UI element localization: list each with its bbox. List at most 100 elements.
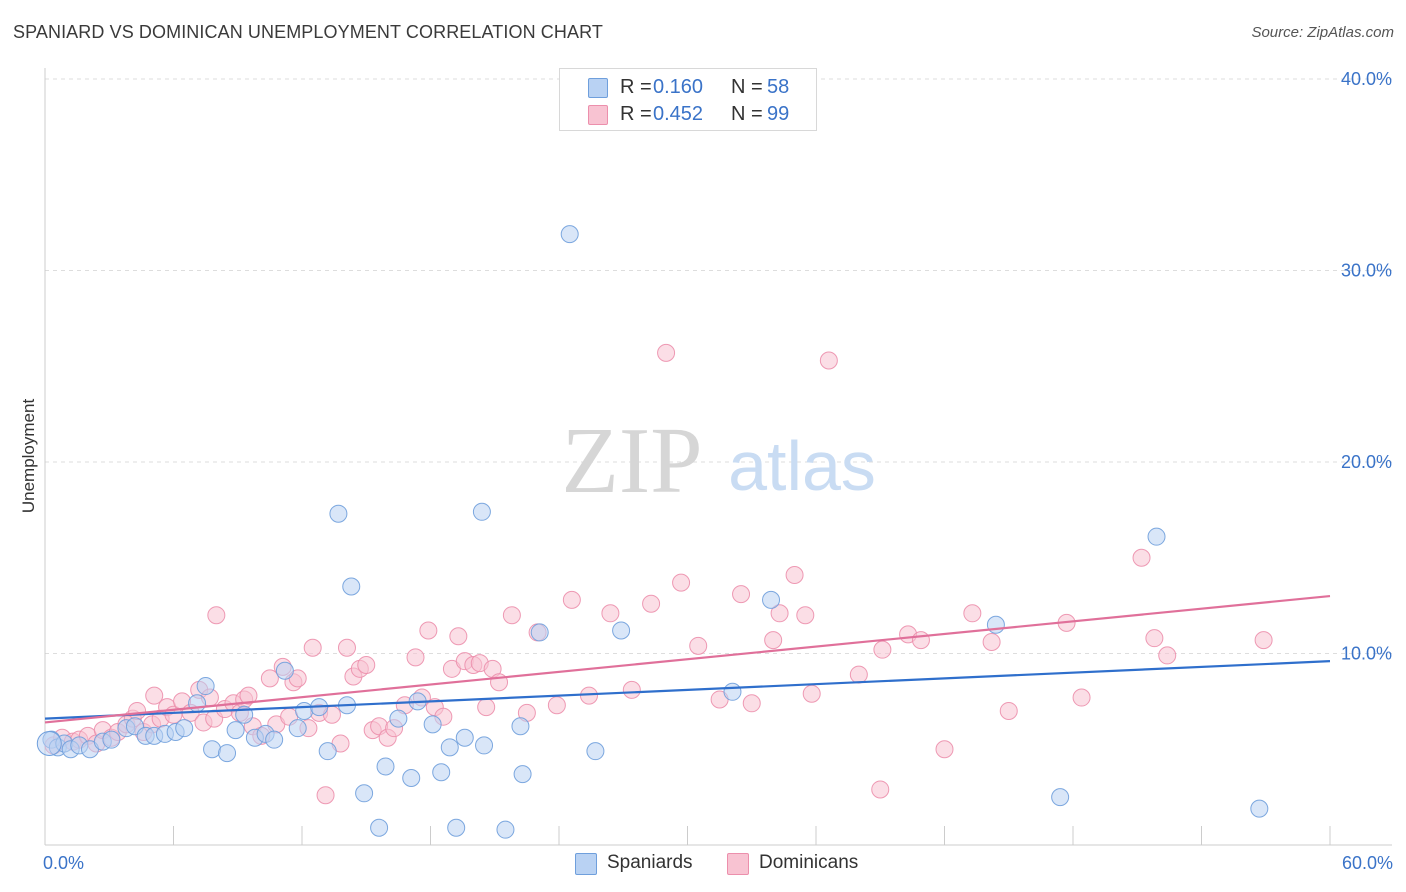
x-tick-label-max: 60.0% <box>1342 853 1393 873</box>
dominican-point <box>764 631 783 650</box>
dominican-point <box>502 606 521 625</box>
watermark-atlas: atlas <box>728 427 876 505</box>
dominicans-swatch <box>588 105 608 125</box>
spaniard-point <box>355 784 374 803</box>
legend-n-value: 58 <box>767 76 790 98</box>
spaniard-point <box>762 590 781 609</box>
spaniard-point <box>423 715 442 734</box>
dominican-point <box>128 701 147 720</box>
spaniard-point <box>226 721 245 740</box>
spaniard-point <box>447 818 466 837</box>
legend-r-label: R = <box>620 103 652 125</box>
spaniard-point <box>455 728 474 747</box>
spaniard-point <box>1051 788 1070 807</box>
y-tick-label: 10.0% <box>1341 644 1392 664</box>
dominican-point <box>1145 629 1164 648</box>
spaniard-point <box>986 615 1005 634</box>
spaniard-point <box>560 225 579 244</box>
spaniard-point <box>288 719 307 738</box>
spaniard-point <box>513 765 532 784</box>
legend-r-value: 0.452 <box>653 103 704 125</box>
spaniard-point <box>389 709 408 728</box>
chart-title: SPANIARD VS DOMINICAN UNEMPLOYMENT CORRE… <box>13 22 603 42</box>
spaniard-point <box>530 623 549 642</box>
spaniard-point <box>275 661 294 680</box>
dominican-point <box>742 694 761 713</box>
spaniard-point <box>318 742 337 761</box>
spaniard-point <box>196 677 215 696</box>
spaniard-point <box>370 818 389 837</box>
dominican-trendline <box>44 594 1331 724</box>
spaniard-point <box>586 742 605 761</box>
spaniard-point <box>723 682 742 701</box>
dominican-point <box>303 638 322 657</box>
dominican-point <box>449 627 468 646</box>
dominican-point <box>770 604 789 623</box>
dominicans-swatch <box>727 853 749 875</box>
grid-lines <box>45 78 1392 654</box>
spaniard-point <box>188 694 207 713</box>
dominican-point <box>657 343 676 362</box>
source-credit: Source: ZipAtlas.com <box>1251 24 1394 41</box>
dominican-point <box>935 740 954 759</box>
spaniard-point <box>511 717 530 736</box>
dominican-point <box>1254 631 1273 650</box>
spaniard-point <box>496 820 515 839</box>
dominican-point <box>999 701 1018 720</box>
spaniard-point <box>612 621 631 640</box>
dominican-point <box>562 590 581 609</box>
dominican-point <box>785 565 804 584</box>
spaniard-point <box>295 701 314 720</box>
dominican-point <box>207 606 226 625</box>
spaniard-point <box>1147 527 1166 546</box>
spaniard-point <box>203 740 222 759</box>
dominican-point <box>337 638 356 657</box>
dominican-point <box>963 604 982 623</box>
spaniards-swatch <box>575 853 597 875</box>
spaniard-point <box>265 730 284 749</box>
legend-r-label: R = <box>620 76 652 98</box>
legend-n-label: N = <box>731 76 763 98</box>
spaniard-point <box>175 719 194 738</box>
correlation-legend: R = 0.160 N = 58 R = 0.452 N = 99 <box>559 68 817 131</box>
legend-label-spaniards: Spaniards <box>607 852 693 873</box>
y-tick-label: 40.0% <box>1341 69 1392 89</box>
spaniard-point <box>342 577 361 596</box>
dominican-point <box>260 669 279 688</box>
dominican-point <box>419 621 438 640</box>
dominican-point <box>689 636 708 655</box>
spaniard-point <box>218 744 237 763</box>
trendlines <box>44 594 1331 724</box>
dominican-point <box>873 640 892 659</box>
spaniard-point <box>440 738 459 757</box>
dominican-point <box>802 684 821 703</box>
dominican-point <box>672 573 691 592</box>
dominican-point <box>145 686 164 705</box>
dominican-point <box>1072 688 1091 707</box>
spaniards-swatch <box>588 78 608 98</box>
spaniard-point <box>432 763 451 782</box>
spaniard-point <box>472 502 491 521</box>
dominican-point <box>819 351 838 370</box>
dominican-point <box>477 698 496 717</box>
y-tick-label: 30.0% <box>1341 261 1392 281</box>
dominican-point <box>1132 548 1151 567</box>
dominican-point <box>622 680 641 699</box>
data-points <box>36 225 1273 839</box>
dominican-point <box>239 686 258 705</box>
legend-r-value: 0.160 <box>653 76 704 98</box>
spaniard-point <box>475 736 494 755</box>
dominican-point <box>357 655 376 674</box>
dominican-point <box>796 606 815 625</box>
spaniard-point <box>376 757 395 776</box>
dominican-point <box>642 594 661 613</box>
legend-label-dominicans: Dominicans <box>759 852 859 873</box>
spaniard-point <box>102 730 121 749</box>
legend-n-label: N = <box>731 103 763 125</box>
dominican-point <box>871 780 890 799</box>
axes <box>44 68 1392 846</box>
y-axis-label: Unemployment <box>19 399 38 514</box>
x-tick-label-min: 0.0% <box>43 853 84 873</box>
spaniard-point <box>329 504 348 523</box>
